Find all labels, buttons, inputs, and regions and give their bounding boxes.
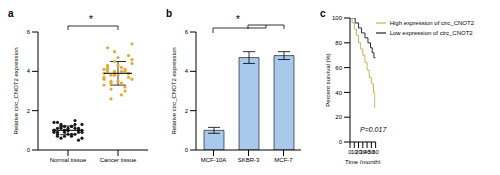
html-text:c: c (320, 8, 326, 19)
svg-text:20: 20 (335, 114, 342, 120)
svg-text:Cancer tissue: Cancer tissue (100, 157, 137, 163)
svg-text:Relative circ_CNOT2 expression: Relative circ_CNOT2 expression (13, 47, 19, 134)
html-text:Low expression of circ_CNOT2: Low expression of circ_CNOT2 (389, 29, 473, 36)
svg-text:60: 60 (335, 65, 342, 71)
svg-text:4: 4 (27, 68, 31, 74)
svg-text:Relative circ_CNOT2 expression: Relative circ_CNOT2 expression (171, 47, 177, 134)
svg-text:60: 60 (372, 149, 379, 155)
svg-text:100: 100 (332, 15, 343, 21)
svg-text:2: 2 (185, 108, 189, 114)
svg-text:4: 4 (185, 68, 189, 74)
svg-text:Time (month): Time (month) (345, 159, 380, 164)
html-text:0 10: 0 10 (348, 149, 358, 156)
svg-text:0: 0 (27, 147, 31, 153)
svg-text:Percent survival (%): Percent survival (%) (325, 53, 331, 107)
svg-text:MCF-10A: MCF-10A (201, 157, 227, 163)
html-text:b: b (166, 8, 173, 19)
svg-text:80: 80 (335, 40, 342, 46)
html-text:P=0.017: P=0.017 (360, 126, 387, 133)
svg-text:2: 2 (27, 108, 31, 114)
svg-text:Normal tissue: Normal tissue (50, 157, 87, 163)
svg-text:0: 0 (185, 147, 189, 153)
svg-text:6: 6 (185, 29, 189, 35)
svg-text:MCF-7: MCF-7 (274, 157, 293, 163)
svg-text:SKBR-3: SKBR-3 (238, 157, 260, 163)
html-text:a: a (8, 8, 14, 19)
svg-text:40: 40 (335, 90, 342, 96)
svg-text:0: 0 (339, 139, 343, 145)
html-text:High expression of circ_CNOT2: High expression of circ_CNOT2 (389, 19, 474, 26)
svg-text:6: 6 (27, 29, 31, 35)
